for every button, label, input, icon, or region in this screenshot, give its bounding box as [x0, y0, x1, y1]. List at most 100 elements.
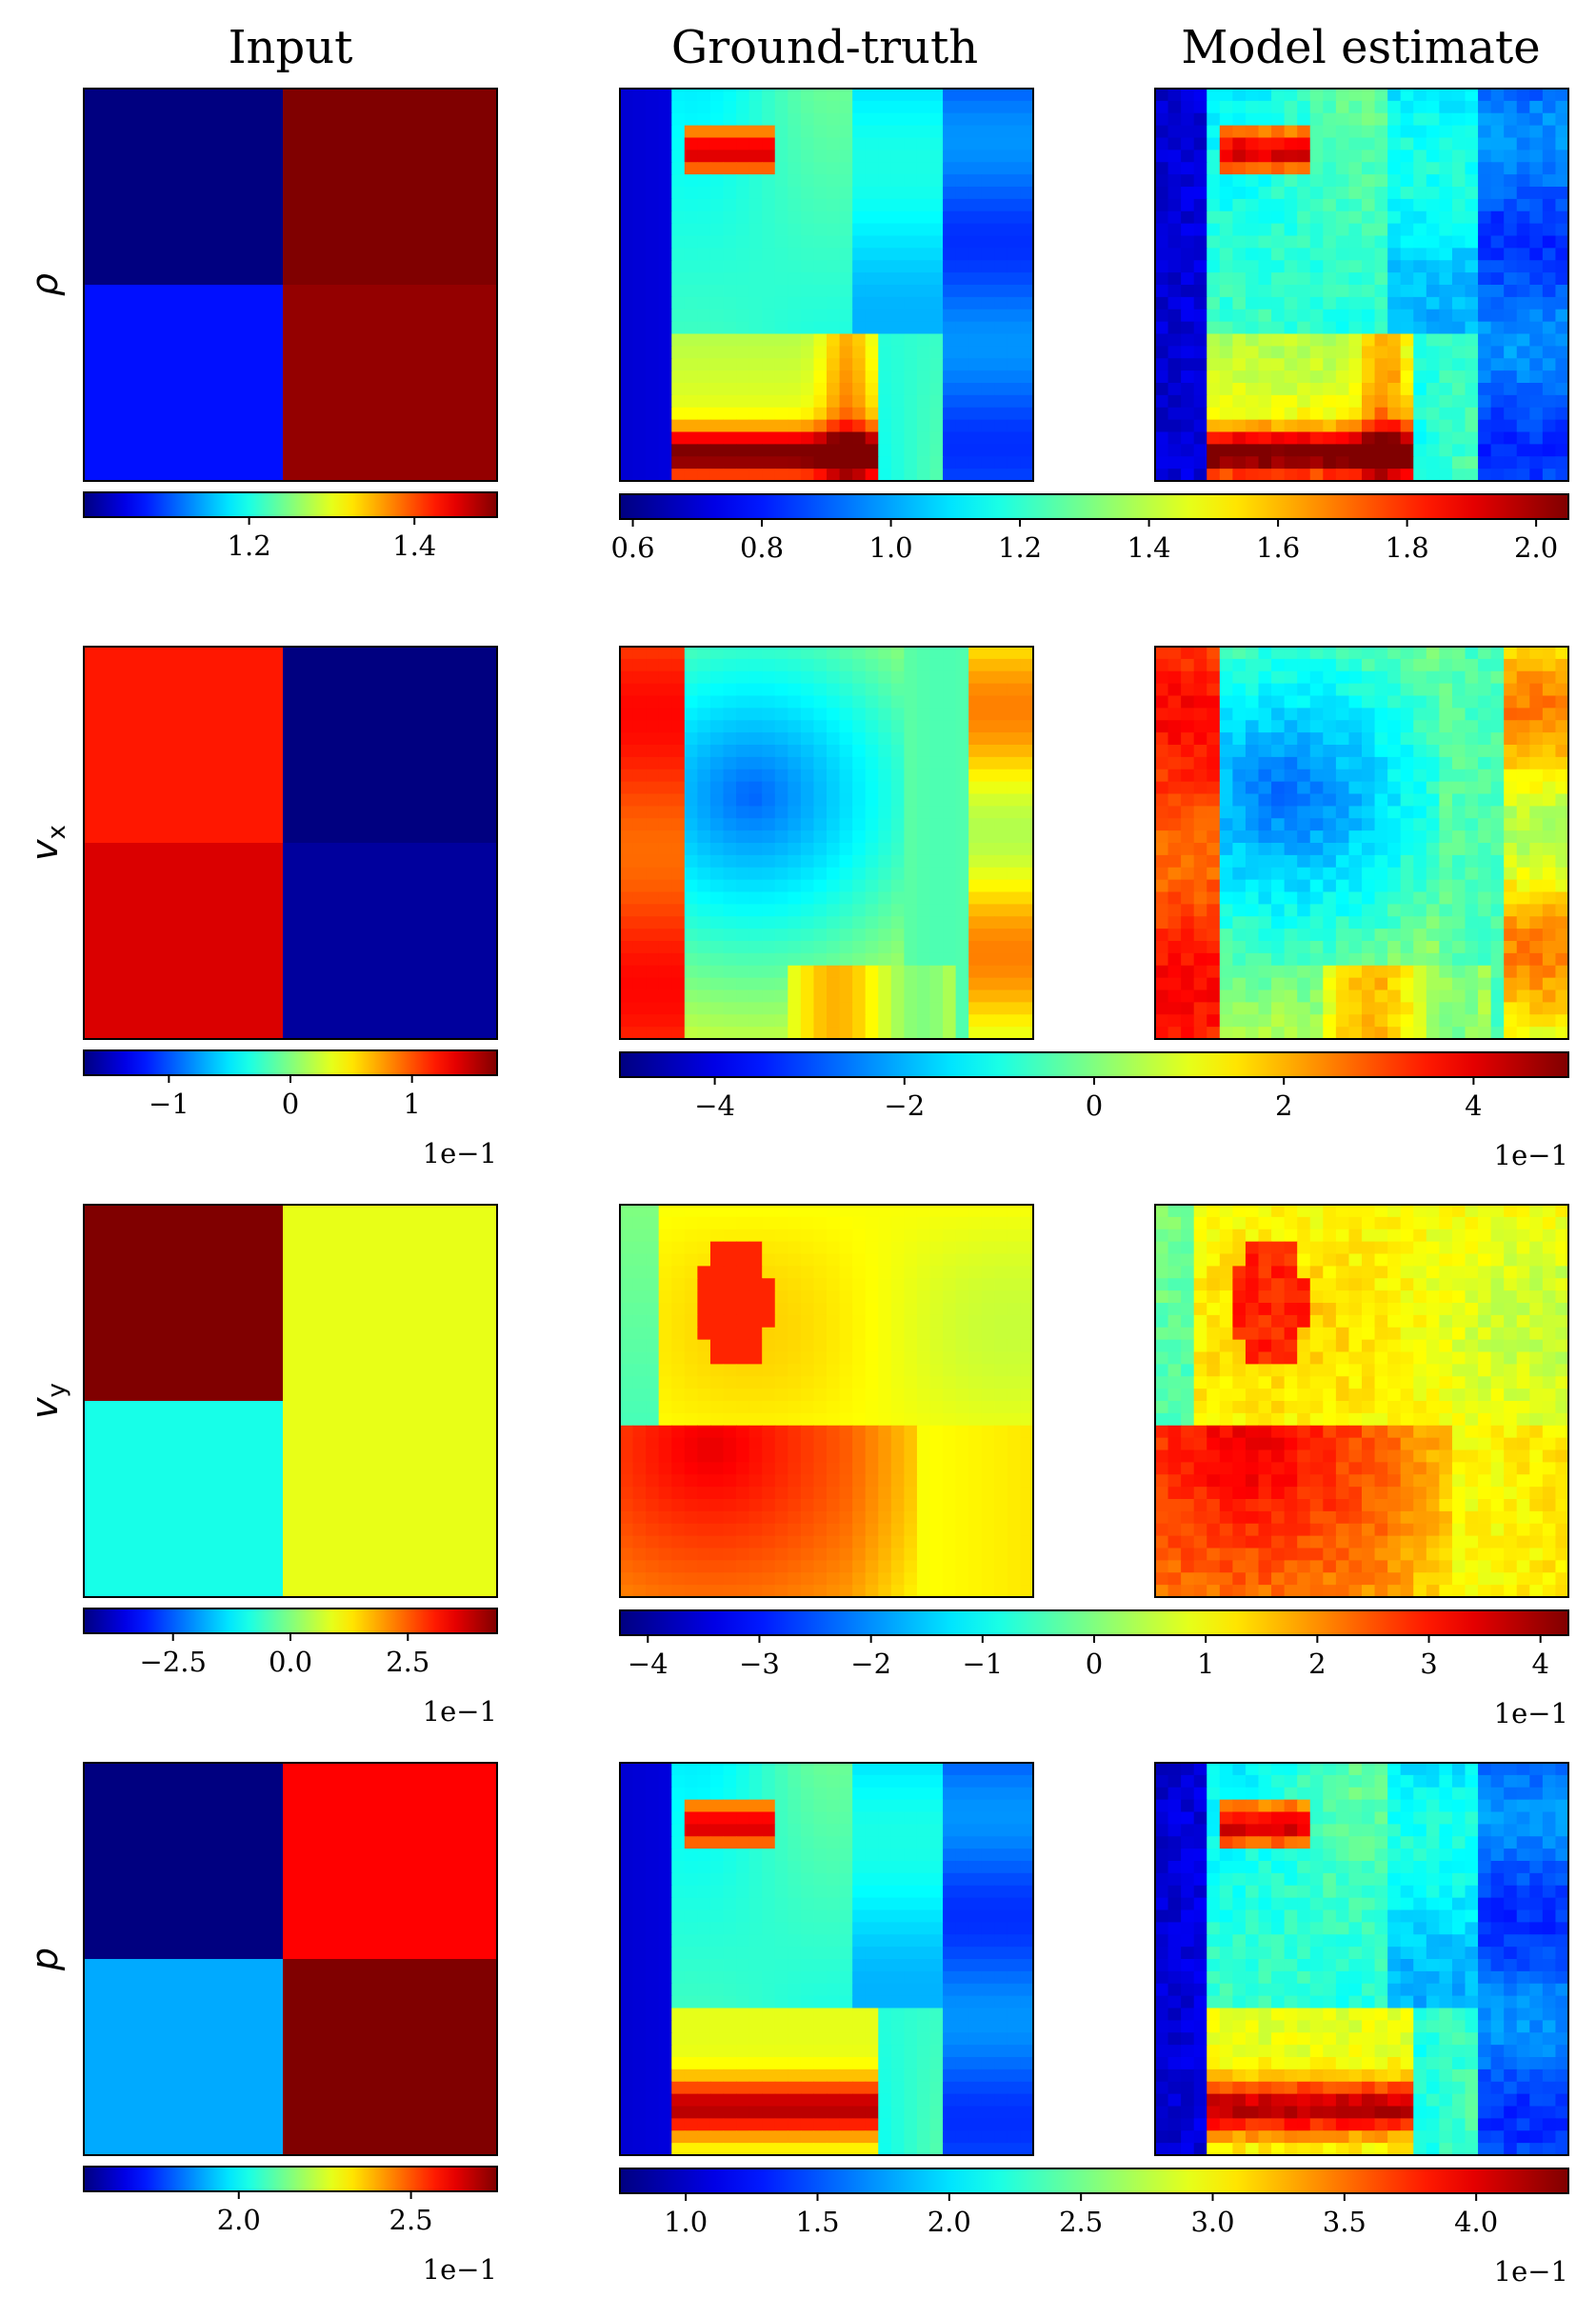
heatmap-cell: [774, 843, 788, 856]
heatmap-cell: [800, 272, 815, 286]
heatmap-cell: [646, 941, 660, 954]
heatmap-cell: [709, 1241, 725, 1255]
heatmap-cell: [1400, 150, 1414, 163]
heatmap-cell: [865, 1266, 879, 1279]
heatmap-cell: [827, 929, 841, 942]
heatmap-cell: [981, 952, 995, 967]
heatmap-cell: [890, 781, 905, 795]
heatmap-cell: [1490, 695, 1505, 709]
heatmap-cell: [878, 1303, 892, 1316]
heatmap-cell: [1297, 125, 1311, 139]
heatmap-cell: [1271, 285, 1286, 298]
heatmap-cell: [968, 1449, 983, 1463]
heatmap-cell: [658, 444, 672, 457]
heatmap-cell: [916, 469, 931, 482]
heatmap-cell: [839, 1266, 853, 1279]
heatmap-cell: [1426, 285, 1440, 298]
heatmap-cell: [1529, 370, 1544, 384]
heatmap-cell: [1258, 162, 1272, 175]
heatmap-cell: [955, 1229, 969, 1243]
heatmap-cell: [671, 1327, 686, 1341]
heatmap-cell: [748, 1389, 763, 1402]
heatmap-cell: [1413, 781, 1427, 795]
heatmap-cell: [1020, 745, 1034, 758]
heatmap-cell: [1207, 695, 1221, 709]
heatmap-cell: [671, 695, 686, 709]
heatmap-cell: [943, 670, 957, 685]
heatmap-cell: [1258, 150, 1272, 163]
heatmap-cell: [968, 708, 983, 721]
heatmap-cell: [968, 358, 983, 371]
heatmap-cell: [1232, 407, 1247, 421]
heatmap-cell: [671, 647, 686, 660]
heatmap-cell: [697, 89, 711, 102]
heatmap-cell: [1007, 1290, 1022, 1304]
heatmap-cell: [865, 456, 879, 470]
heatmap-cell: [709, 370, 725, 384]
heatmap-cell: [929, 793, 944, 807]
heatmap-cell: [788, 781, 802, 795]
heatmap-cell: [1478, 431, 1492, 445]
heatmap-cell: [646, 100, 660, 114]
heatmap-cell: [1323, 916, 1337, 929]
heatmap-cell: [1155, 720, 1169, 733]
heatmap-cell: [632, 854, 647, 869]
heatmap-cell: [981, 1216, 995, 1230]
heatmap-cell: [1323, 187, 1337, 200]
heatmap-cell: [865, 1510, 879, 1525]
heatmap-cell: [904, 670, 918, 685]
heatmap-cell: [1400, 952, 1414, 967]
heatmap-cell: [1155, 150, 1169, 163]
heatmap-cell: [1374, 769, 1388, 783]
heatmap-cell: [1413, 112, 1427, 127]
heatmap-cell: [1529, 781, 1544, 795]
heatmap-cell: [1439, 806, 1453, 819]
heatmap-cell: [1167, 333, 1182, 347]
heatmap-cell: [1516, 285, 1530, 298]
heatmap-cell: [748, 174, 763, 188]
heatmap-cell: [1219, 769, 1233, 783]
heatmap-cell: [1297, 1014, 1311, 1028]
heatmap-cell: [1542, 929, 1557, 942]
heatmap-cell: [723, 370, 737, 384]
heatmap-cell: [1219, 941, 1233, 954]
heatmap-cell: [1297, 248, 1311, 261]
heatmap-cell: [1181, 843, 1195, 856]
heatmap-cell: [671, 187, 686, 200]
heatmap-cell: [955, 1290, 969, 1304]
heatmap-cell: [1207, 843, 1221, 856]
heatmap-cell: [1297, 394, 1311, 409]
heatmap-cell: [774, 670, 788, 685]
heatmap-cell: [1387, 781, 1402, 795]
heatmap-cell: [1155, 358, 1169, 371]
heatmap-cell: [1323, 260, 1337, 273]
heatmap-cell: [800, 223, 815, 237]
heatmap-cell: [1451, 285, 1466, 298]
heatmap-cell: [709, 1425, 725, 1439]
heatmap-cell: [1504, 89, 1518, 102]
heatmap-cell: [1181, 670, 1195, 685]
heatmap-cell: [1335, 843, 1350, 856]
heatmap-cell: [1516, 456, 1530, 470]
heatmap-cell: [839, 333, 853, 347]
heatmap-cell: [1297, 708, 1311, 721]
heatmap-cell: [1167, 806, 1182, 819]
heatmap-cell: [1504, 745, 1518, 758]
heatmap-cell: [943, 321, 957, 335]
heatmap-cell: [852, 658, 867, 672]
heatmap-cell: [994, 100, 1008, 114]
heatmap-cell: [878, 854, 892, 869]
heatmap-cell: [671, 1351, 686, 1365]
heatmap-cell: [968, 198, 983, 212]
heatmap-cell: [890, 1364, 905, 1377]
heatmap-cell: [800, 965, 815, 979]
heatmap-cell: [646, 162, 660, 175]
heatmap-cell: [632, 977, 647, 991]
heatmap-cell: [1516, 162, 1530, 175]
heatmap-cell: [709, 941, 725, 954]
heatmap-cell: [1181, 720, 1195, 733]
heatmap-cell: [929, 112, 944, 127]
heatmap-cell: [1258, 647, 1272, 660]
heatmap-cell: [1504, 916, 1518, 929]
heatmap-cell: [748, 419, 763, 433]
